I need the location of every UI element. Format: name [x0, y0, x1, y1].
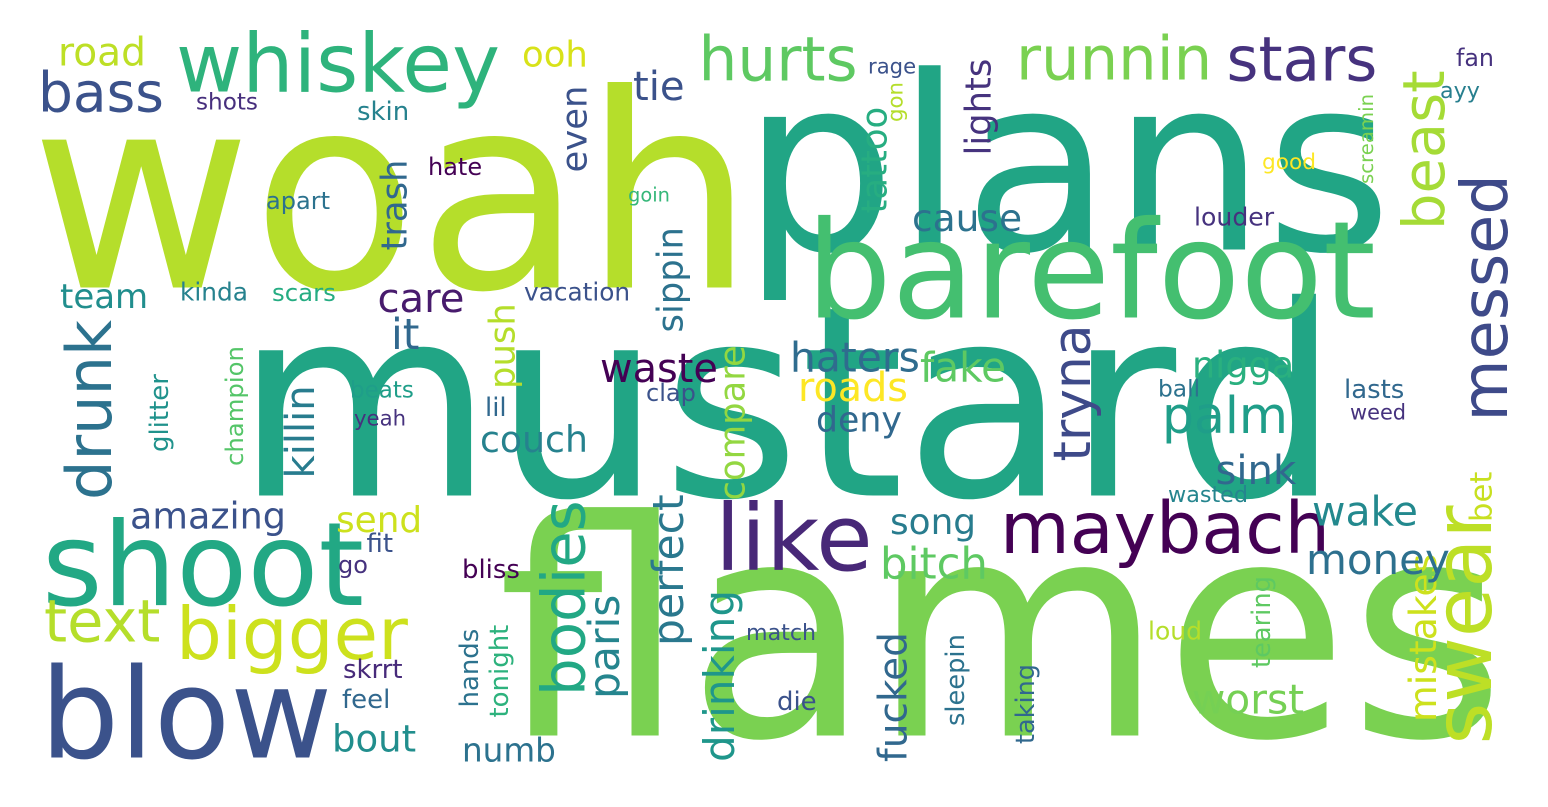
word-wake: wake: [1312, 487, 1418, 536]
word-fucked: fucked: [871, 632, 917, 762]
word-weed: weed: [1350, 400, 1407, 425]
word-fan: fan: [1456, 44, 1494, 72]
word-stars: stars: [1226, 24, 1378, 96]
word-loud: loud: [1148, 616, 1202, 646]
word-nigga: nigga: [1192, 343, 1295, 387]
word-hate: hate: [428, 153, 483, 181]
word-beats: beats: [350, 377, 414, 404]
word-push: push: [482, 303, 524, 389]
word-killin: killin: [278, 385, 324, 479]
word-goin: goin: [628, 183, 670, 207]
word-bigger: bigger: [176, 593, 408, 677]
word-scars: scars: [272, 278, 336, 307]
word-bliss: bliss: [462, 555, 520, 585]
word-hurts: hurts: [698, 24, 858, 96]
word-haters: haters: [790, 333, 920, 382]
word-drunk: drunk: [53, 319, 126, 500]
word-compare: compare: [712, 345, 754, 501]
word-care: care: [377, 276, 465, 322]
word-even: even: [554, 85, 596, 173]
word-it: it: [391, 311, 420, 360]
word-fit: fit: [366, 529, 394, 559]
word-fake: fake: [920, 343, 1007, 392]
word-feel: feel: [342, 685, 391, 715]
word-sippin: sippin: [650, 227, 692, 333]
word-tonight: tonight: [485, 624, 515, 718]
word-send: send: [336, 500, 423, 541]
word-drinking: drinking: [695, 589, 744, 762]
word-maybach: maybach: [1000, 487, 1330, 570]
word-gon: gon: [883, 82, 909, 122]
word-worst: worst: [1192, 675, 1305, 724]
word-trash: trash: [374, 159, 416, 251]
word-woah: woah: [30, 36, 755, 352]
word-go: go: [338, 551, 368, 579]
word-numb: numb: [462, 731, 556, 770]
word-tie: tie: [633, 64, 685, 110]
word-roads: roads: [798, 365, 908, 411]
word-plans: plans: [742, 25, 1393, 308]
word-tearing: tearing: [1247, 576, 1277, 668]
word-waste: waste: [600, 346, 718, 392]
word-champion: champion: [220, 346, 249, 466]
word-money: money: [1306, 535, 1450, 584]
word-shots: shots: [196, 89, 258, 116]
word-couch: couch: [480, 418, 588, 461]
word-lasts: lasts: [1344, 375, 1405, 405]
word-perfect: perfect: [645, 494, 694, 646]
word-taking: taking: [1011, 664, 1041, 744]
word-flames: flames: [497, 456, 1506, 807]
word-vacation: vacation: [524, 277, 631, 307]
word-apart: apart: [266, 187, 331, 215]
word-match: match: [746, 620, 817, 646]
word-road: road: [58, 30, 146, 76]
word-team: team: [60, 277, 149, 317]
word-shoot: shoot: [42, 498, 365, 633]
word-song: song: [890, 502, 977, 543]
word-hands: hands: [455, 628, 485, 708]
word-screamin: screamin: [1355, 93, 1378, 184]
word-text: text: [44, 586, 161, 656]
word-louder: louder: [1194, 202, 1275, 232]
word-wasted: wasted: [1168, 482, 1249, 508]
word-blow: blow: [40, 642, 333, 788]
word-sink: sink: [1215, 448, 1297, 494]
word-ooh: ooh: [522, 34, 588, 76]
word-bet: bet: [1464, 471, 1500, 522]
word-barefoot: barefoot: [806, 192, 1376, 350]
word-lights: lights: [958, 58, 1000, 156]
word-lil: lil: [485, 393, 507, 423]
word-like: like: [715, 485, 873, 592]
word-kinda: kinda: [180, 277, 248, 307]
word-deny: deny: [816, 400, 902, 441]
word-cause: cause: [912, 196, 1023, 240]
word-tryna: tryna: [1043, 324, 1103, 462]
word-tattoo: tattoo: [854, 106, 896, 214]
word-rage: rage: [868, 53, 917, 79]
word-ayy: ayy: [1440, 78, 1480, 104]
word-bout: bout: [332, 717, 417, 761]
word-ball: ball: [1158, 374, 1201, 403]
word-die: die: [777, 687, 817, 717]
word-bitch: bitch: [880, 539, 988, 590]
word-paris: paris: [581, 594, 630, 699]
word-good: good: [1262, 150, 1317, 175]
word-glitter: glitter: [145, 374, 175, 452]
word-amazing: amazing: [130, 494, 286, 538]
word-yeah: yeah: [354, 406, 407, 432]
word-runnin: runnin: [1016, 23, 1213, 95]
word-whiskey: whiskey: [176, 17, 501, 112]
word-skrrt: skrrt: [343, 655, 403, 685]
word-messed: messed: [1449, 174, 1523, 422]
word-mustard: mustard: [235, 249, 1341, 559]
word-skin: skin: [357, 97, 410, 127]
word-bass: bass: [38, 60, 164, 125]
word-palm: palm: [1162, 386, 1288, 445]
word-sleepin: sleepin: [941, 634, 971, 726]
word-clap: clap: [646, 379, 696, 407]
